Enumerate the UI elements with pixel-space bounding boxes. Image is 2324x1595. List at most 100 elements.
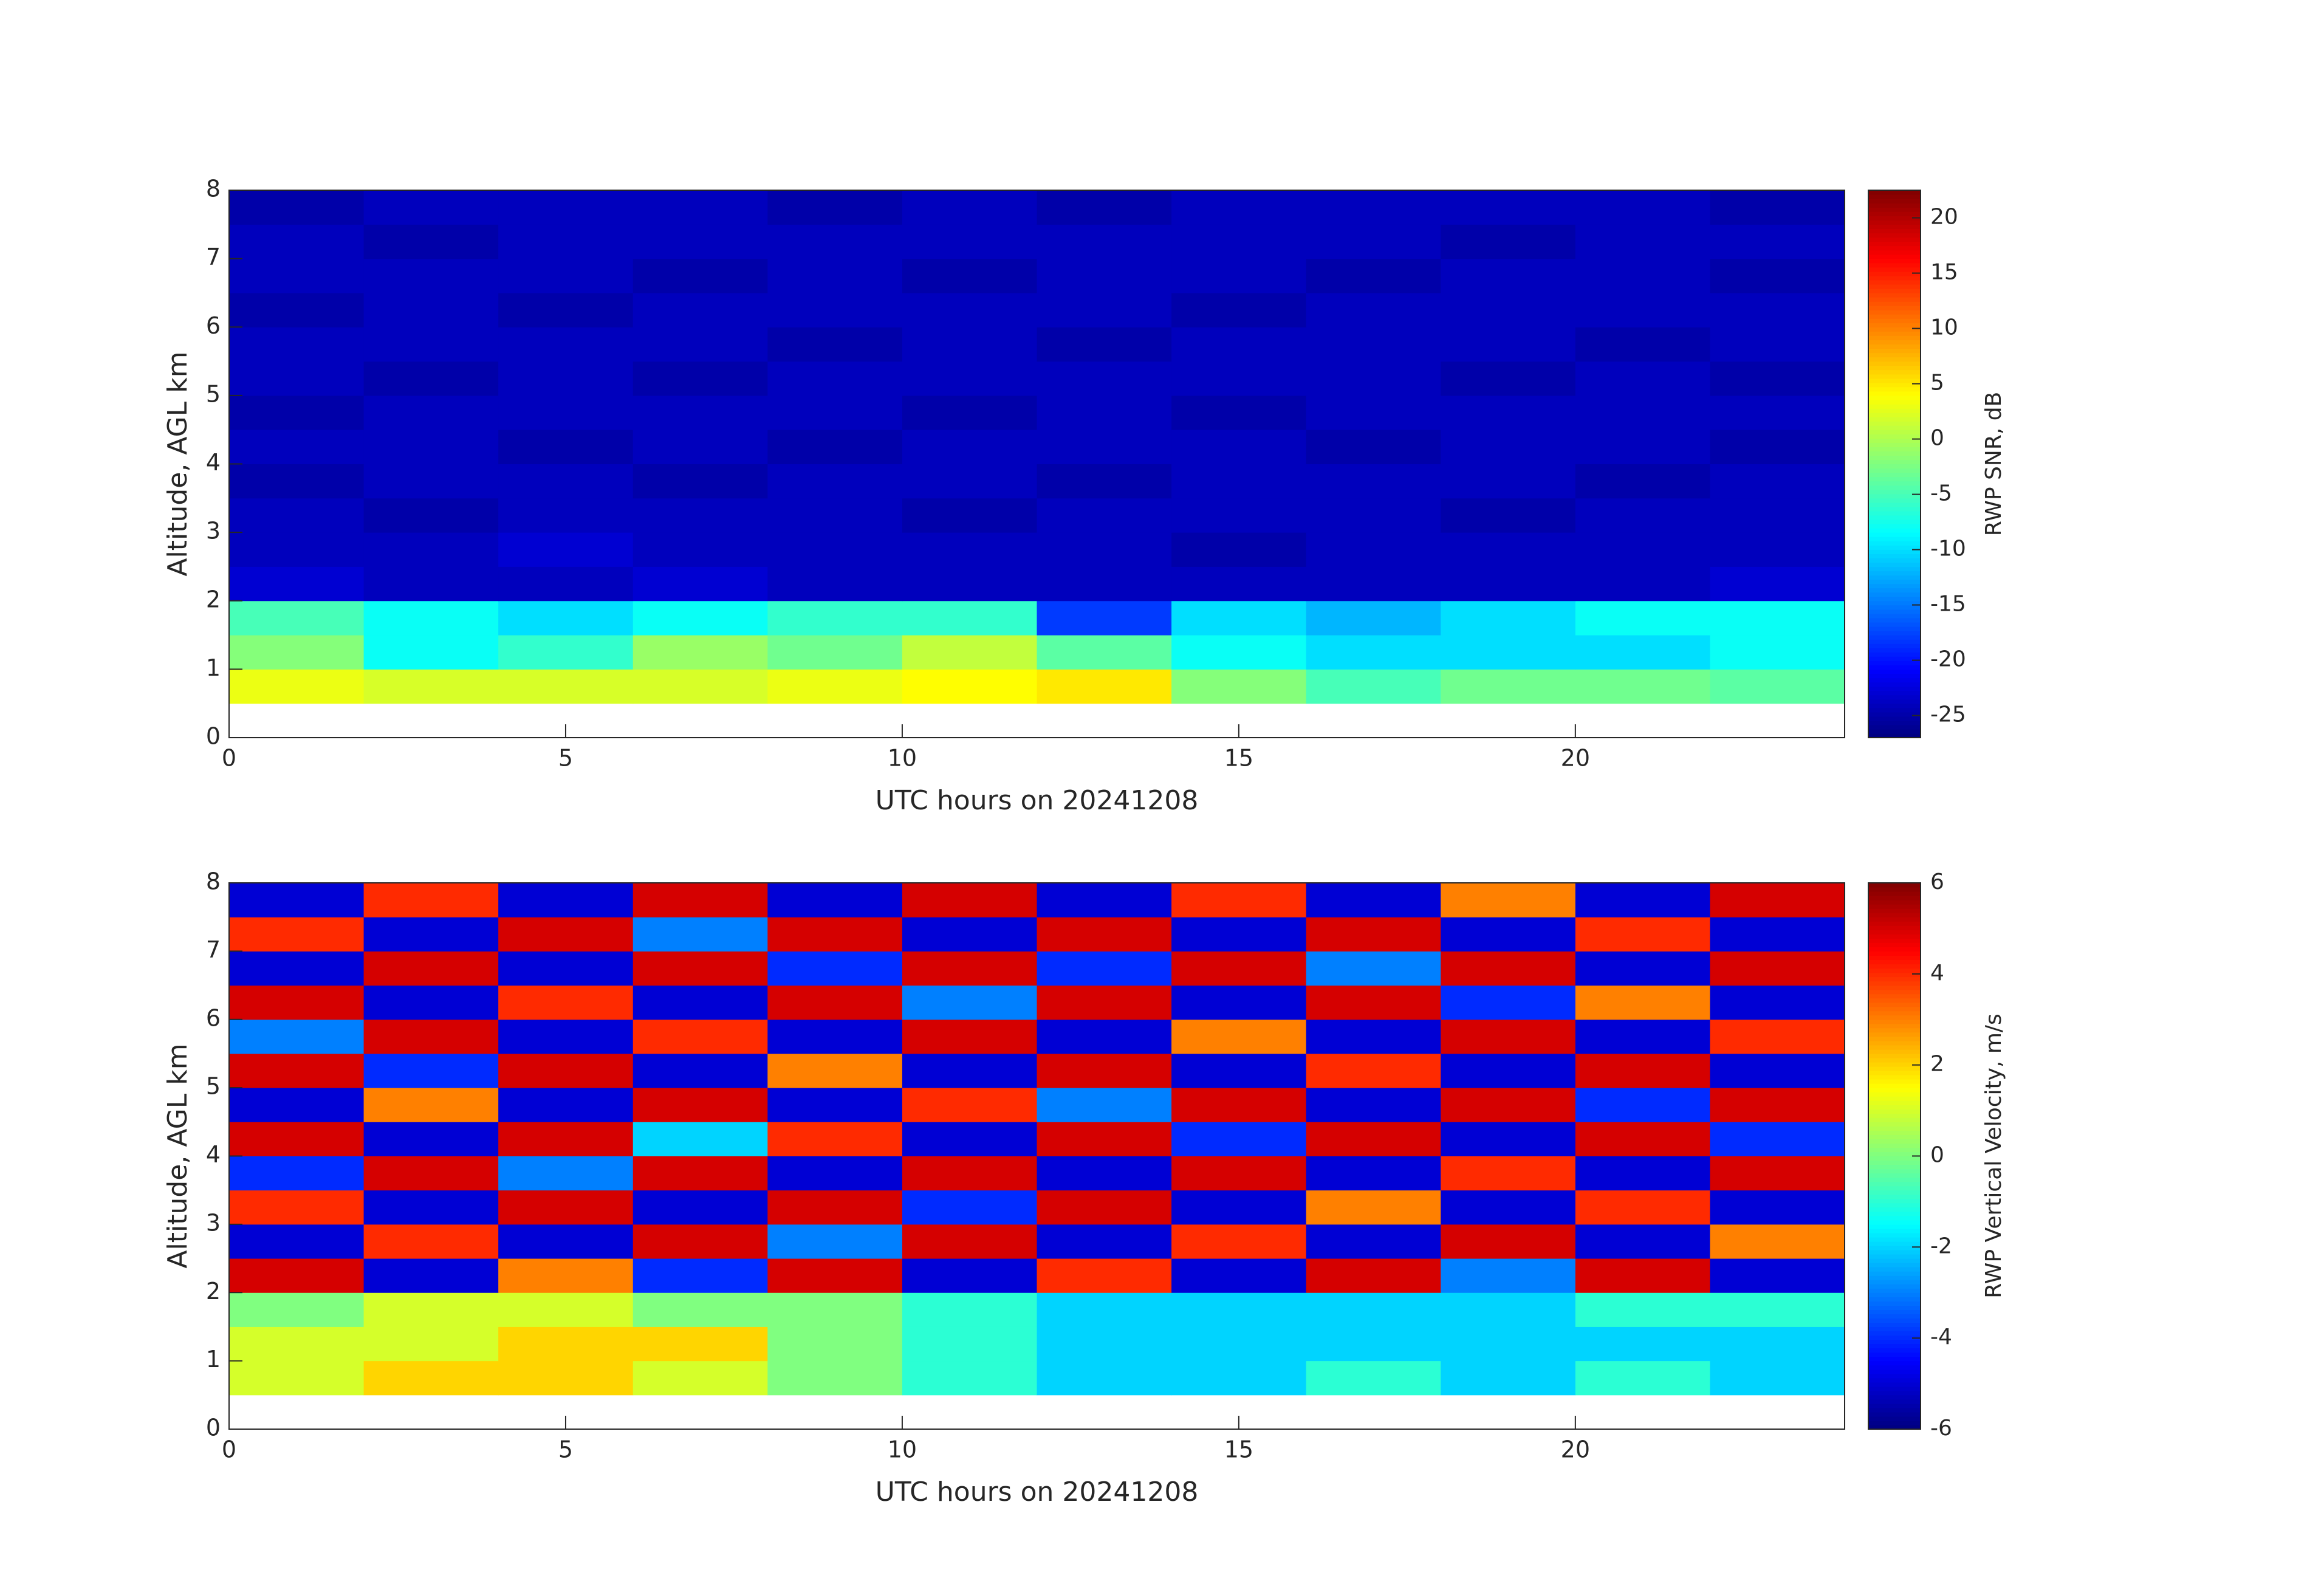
colorbar-swatch — [1868, 1044, 1921, 1050]
colorbar-swatch — [1868, 1139, 1921, 1144]
colorbar-swatch — [1868, 451, 1921, 456]
y-tick-label: 3 — [206, 518, 221, 544]
heatmap-cell — [632, 883, 768, 918]
heatmap-cell — [363, 1292, 499, 1327]
heatmap-cell — [632, 1258, 768, 1293]
colorbar-tick-label: -10 — [1930, 537, 1966, 561]
heatmap-cell — [1306, 498, 1441, 533]
colorbar-swatch — [1868, 340, 1921, 345]
heatmap-cell — [1306, 1053, 1441, 1088]
colorbar-swatch — [1868, 596, 1921, 602]
colorbar-swatch — [1868, 1318, 1921, 1323]
colorbar-swatch — [1868, 1100, 1921, 1105]
heatmap-cell — [1171, 883, 1307, 918]
heatmap-cell — [632, 464, 768, 499]
heatmap-cell — [229, 258, 365, 293]
heatmap-cell — [1710, 1292, 1845, 1327]
colorbar-swatch — [1868, 271, 1921, 276]
heatmap-cell — [1441, 190, 1576, 225]
heatmap-cell — [902, 669, 1037, 704]
colorbar-swatch — [1868, 284, 1921, 289]
colorbar-swatch — [1868, 391, 1921, 396]
colorbar-swatch — [1868, 1352, 1921, 1357]
heatmap-cell — [1575, 292, 1710, 328]
heatmap-cell — [1710, 1190, 1845, 1225]
heatmap-cell — [632, 566, 768, 602]
colorbar-swatch — [1868, 1232, 1921, 1238]
colorbar-tick-label: 5 — [1930, 371, 1944, 396]
heatmap-cell — [498, 361, 634, 396]
heatmap-cell — [632, 1224, 768, 1259]
colorbar-swatch — [1868, 1027, 1921, 1033]
colorbar-swatch — [1868, 1228, 1921, 1233]
colorbar-swatch — [1868, 1339, 1921, 1345]
colorbar-swatch — [1868, 1394, 1921, 1400]
colorbar-swatch — [1868, 510, 1921, 516]
colorbar-swatch — [1868, 520, 1921, 524]
heatmap-cell — [1306, 600, 1441, 636]
heatmap-cell — [902, 566, 1037, 602]
heatmap-cell — [1575, 395, 1710, 430]
heatmap-cell — [363, 327, 499, 362]
colorbar-swatch — [1868, 900, 1921, 905]
colorbar-swatch — [1868, 1023, 1921, 1029]
heatmap-cell — [902, 1019, 1037, 1054]
heatmap-cell — [1306, 951, 1441, 986]
colorbar-swatch — [1868, 1053, 1921, 1058]
colorbar-swatch — [1868, 1049, 1921, 1054]
heatmap-cell — [1575, 1360, 1710, 1396]
heatmap-cell — [1575, 917, 1710, 952]
y-tick-label: 6 — [206, 312, 221, 339]
heatmap-cell — [902, 1122, 1037, 1156]
heatmap-cell — [1306, 1258, 1441, 1293]
colorbar-swatch — [1868, 323, 1921, 328]
colorbar-swatch — [1868, 1365, 1921, 1370]
colorbar-tick-label: -2 — [1930, 1233, 1952, 1258]
colorbar-tick-label: 0 — [1930, 1143, 1944, 1168]
heatmap-cell — [498, 1156, 634, 1191]
colorbar-tick-label: 10 — [1930, 315, 1958, 340]
heatmap-cell — [1575, 1088, 1710, 1122]
colorbar-swatch — [1868, 673, 1921, 679]
colorbar-swatch — [1868, 374, 1921, 379]
heatmap-cell — [363, 917, 499, 952]
heatmap-cell — [1710, 190, 1845, 225]
heatmap-cell — [632, 532, 768, 567]
colorbar-swatch — [1868, 1348, 1921, 1353]
heatmap-cell — [229, 566, 365, 602]
colorbar-swatch — [1868, 1288, 1921, 1293]
colorbar-swatch — [1868, 1177, 1921, 1182]
colorbar-swatch — [1868, 635, 1921, 640]
heatmap-cell — [1037, 532, 1172, 567]
heatmap-cell — [1710, 1360, 1845, 1396]
heatmap-cell — [229, 1258, 365, 1293]
colorbar-swatch — [1868, 489, 1921, 495]
heatmap-cell — [229, 883, 365, 918]
heatmap-cell — [498, 1360, 634, 1396]
colorbar-swatch — [1868, 724, 1921, 730]
heatmap-cell — [363, 1224, 499, 1259]
heatmap-cell — [229, 1224, 365, 1259]
heatmap-cell — [632, 985, 768, 1020]
heatmap-cell — [1575, 951, 1710, 986]
heatmap-cell — [767, 258, 903, 293]
colorbar-swatch — [1868, 421, 1921, 426]
heatmap-cell — [1441, 985, 1576, 1020]
colorbar-swatch — [1868, 669, 1921, 674]
heatmap-cell — [363, 883, 499, 918]
colorbar-swatch — [1868, 1241, 1921, 1246]
x-tick-label: 15 — [1224, 1436, 1253, 1463]
colorbar-swatch — [1868, 682, 1921, 687]
heatmap-cell — [1037, 1053, 1172, 1088]
colorbar-swatch — [1868, 972, 1921, 978]
colorbar-swatch — [1868, 1373, 1921, 1379]
x-tick-label: 5 — [558, 745, 573, 772]
heatmap-cell — [1037, 464, 1172, 499]
colorbar-swatch — [1868, 913, 1921, 918]
heatmap-cell — [498, 327, 634, 362]
colorbar-swatch — [1868, 1164, 1921, 1170]
heatmap-cell — [1037, 1019, 1172, 1054]
colorbar-swatch — [1868, 1105, 1921, 1110]
heatmap-cell — [1306, 292, 1441, 328]
x-tick-label: 5 — [558, 1436, 573, 1463]
